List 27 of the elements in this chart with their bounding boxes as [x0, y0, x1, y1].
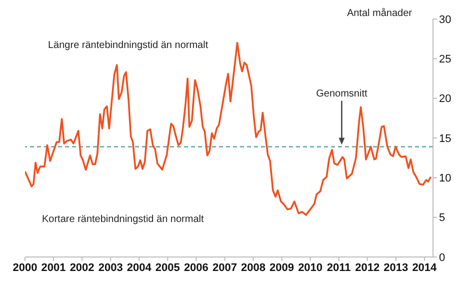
x-tick-label: 2005 [155, 262, 180, 274]
x-tick-label: 2008 [241, 262, 266, 274]
y-tick-label: 10 [439, 172, 452, 185]
y-tick-label: 20 [439, 93, 452, 106]
x-tick-label: 2002 [70, 262, 94, 274]
x-tick-label: 2001 [41, 262, 66, 274]
y-tick-label: 0 [439, 252, 446, 264]
x-tick-label: 2013 [384, 262, 408, 274]
x-tick-label: 2011 [326, 262, 351, 274]
annotation: Genomsnitt [316, 88, 368, 100]
line-series [25, 42, 432, 216]
x-tick-label: 2014 [412, 262, 438, 274]
y-tick-label: 5 [439, 212, 446, 224]
y-tick-label: 30 [439, 14, 452, 26]
x-tick-label: 2009 [270, 262, 294, 274]
x-tick-label: 2007 [212, 262, 237, 274]
y-axis-title: Antal månader [346, 8, 412, 19]
x-tick-label: 2003 [98, 262, 123, 274]
x-tick-label: 2010 [298, 262, 323, 274]
x-tick-label: 2012 [355, 262, 380, 274]
y-tick-label: 25 [439, 54, 452, 66]
y-tick-label: 15 [439, 132, 452, 145]
x-tick-label: 2000 [12, 262, 38, 274]
x-tick-label: 2006 [184, 262, 208, 274]
x-tick-label: 2004 [126, 262, 152, 274]
annotation: Längre räntebindningstid än normalt [48, 40, 208, 51]
annotation: Kortare räntebindningstid än normalt [42, 214, 204, 225]
